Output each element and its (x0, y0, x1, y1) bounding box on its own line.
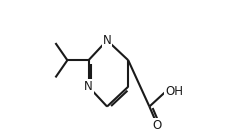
Text: OH: OH (165, 85, 183, 98)
Text: N: N (84, 80, 93, 93)
Text: O: O (152, 119, 161, 132)
Text: N: N (102, 34, 111, 47)
